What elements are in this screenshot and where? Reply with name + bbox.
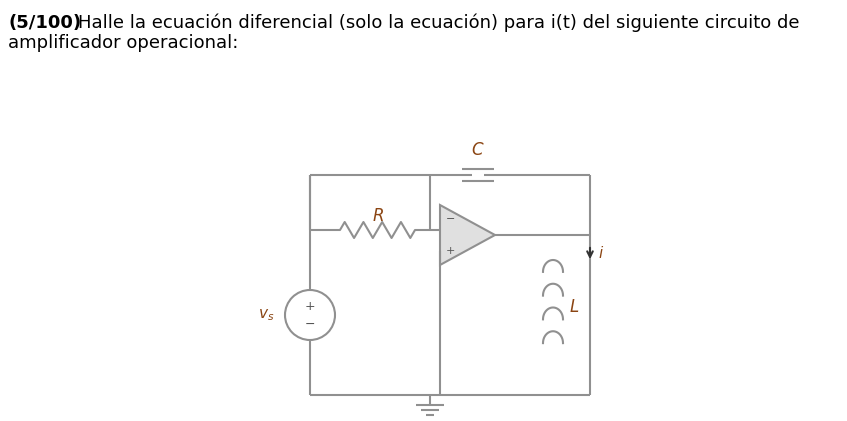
Text: +: + [305, 301, 315, 314]
Text: $R$: $R$ [372, 207, 384, 225]
Text: amplificador operacional:: amplificador operacional: [8, 34, 238, 52]
Text: Halle la ecuación diferencial (solo la ecuación) para i(t) del siguiente circuit: Halle la ecuación diferencial (solo la e… [78, 14, 800, 32]
Text: −: − [446, 214, 456, 224]
Text: $L$: $L$ [569, 298, 579, 317]
Text: −: − [305, 317, 315, 330]
Text: $i$: $i$ [598, 245, 604, 261]
Text: $v_s$: $v_s$ [257, 307, 274, 323]
Text: $C$: $C$ [471, 141, 484, 159]
Text: +: + [446, 246, 456, 256]
Polygon shape [440, 205, 495, 265]
Text: (5/100): (5/100) [8, 14, 81, 32]
